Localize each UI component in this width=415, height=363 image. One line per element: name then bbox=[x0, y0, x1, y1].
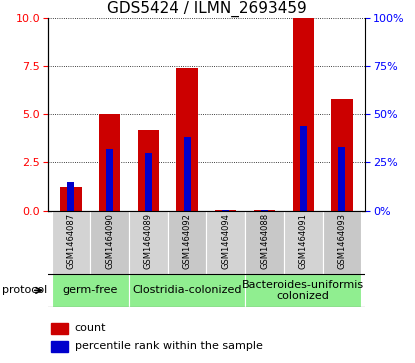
Bar bbox=[90, 211, 129, 274]
Bar bbox=[207, 211, 245, 274]
Bar bbox=[183, 138, 190, 211]
Bar bbox=[215, 209, 237, 211]
Bar bbox=[138, 130, 159, 211]
Bar bbox=[300, 126, 307, 211]
Bar bbox=[245, 211, 284, 274]
Bar bbox=[254, 209, 275, 211]
Text: Bacteroides-uniformis
colonized: Bacteroides-uniformis colonized bbox=[242, 280, 364, 301]
Bar bbox=[129, 274, 245, 307]
Text: protocol: protocol bbox=[2, 285, 47, 295]
Text: count: count bbox=[75, 323, 106, 333]
Title: GDS5424 / ILMN_2693459: GDS5424 / ILMN_2693459 bbox=[107, 1, 306, 17]
Bar bbox=[68, 182, 74, 211]
Bar bbox=[145, 153, 152, 211]
Text: GSM1464090: GSM1464090 bbox=[105, 213, 114, 269]
Bar bbox=[51, 340, 68, 352]
Text: GSM1464092: GSM1464092 bbox=[183, 213, 192, 269]
Text: germ-free: germ-free bbox=[63, 285, 118, 295]
Bar bbox=[245, 274, 361, 307]
Bar bbox=[51, 274, 129, 307]
Text: GSM1464088: GSM1464088 bbox=[260, 213, 269, 269]
Bar bbox=[60, 187, 82, 211]
Bar bbox=[51, 323, 68, 334]
Bar bbox=[106, 149, 113, 211]
Bar bbox=[168, 211, 207, 274]
Text: percentile rank within the sample: percentile rank within the sample bbox=[75, 341, 263, 351]
Text: GSM1464093: GSM1464093 bbox=[337, 213, 347, 269]
Bar bbox=[322, 211, 361, 274]
Text: GSM1464091: GSM1464091 bbox=[299, 213, 308, 269]
Bar bbox=[284, 211, 322, 274]
Bar bbox=[129, 211, 168, 274]
Text: Clostridia-colonized: Clostridia-colonized bbox=[132, 285, 242, 295]
Bar bbox=[261, 209, 268, 211]
Bar bbox=[293, 18, 314, 211]
Bar bbox=[99, 114, 120, 211]
Text: GSM1464089: GSM1464089 bbox=[144, 213, 153, 269]
Text: GSM1464094: GSM1464094 bbox=[221, 213, 230, 269]
Bar bbox=[331, 99, 353, 211]
Bar bbox=[222, 209, 229, 211]
Bar bbox=[339, 147, 345, 211]
Bar bbox=[176, 68, 198, 211]
Text: GSM1464087: GSM1464087 bbox=[66, 213, 76, 269]
Bar bbox=[51, 211, 90, 274]
